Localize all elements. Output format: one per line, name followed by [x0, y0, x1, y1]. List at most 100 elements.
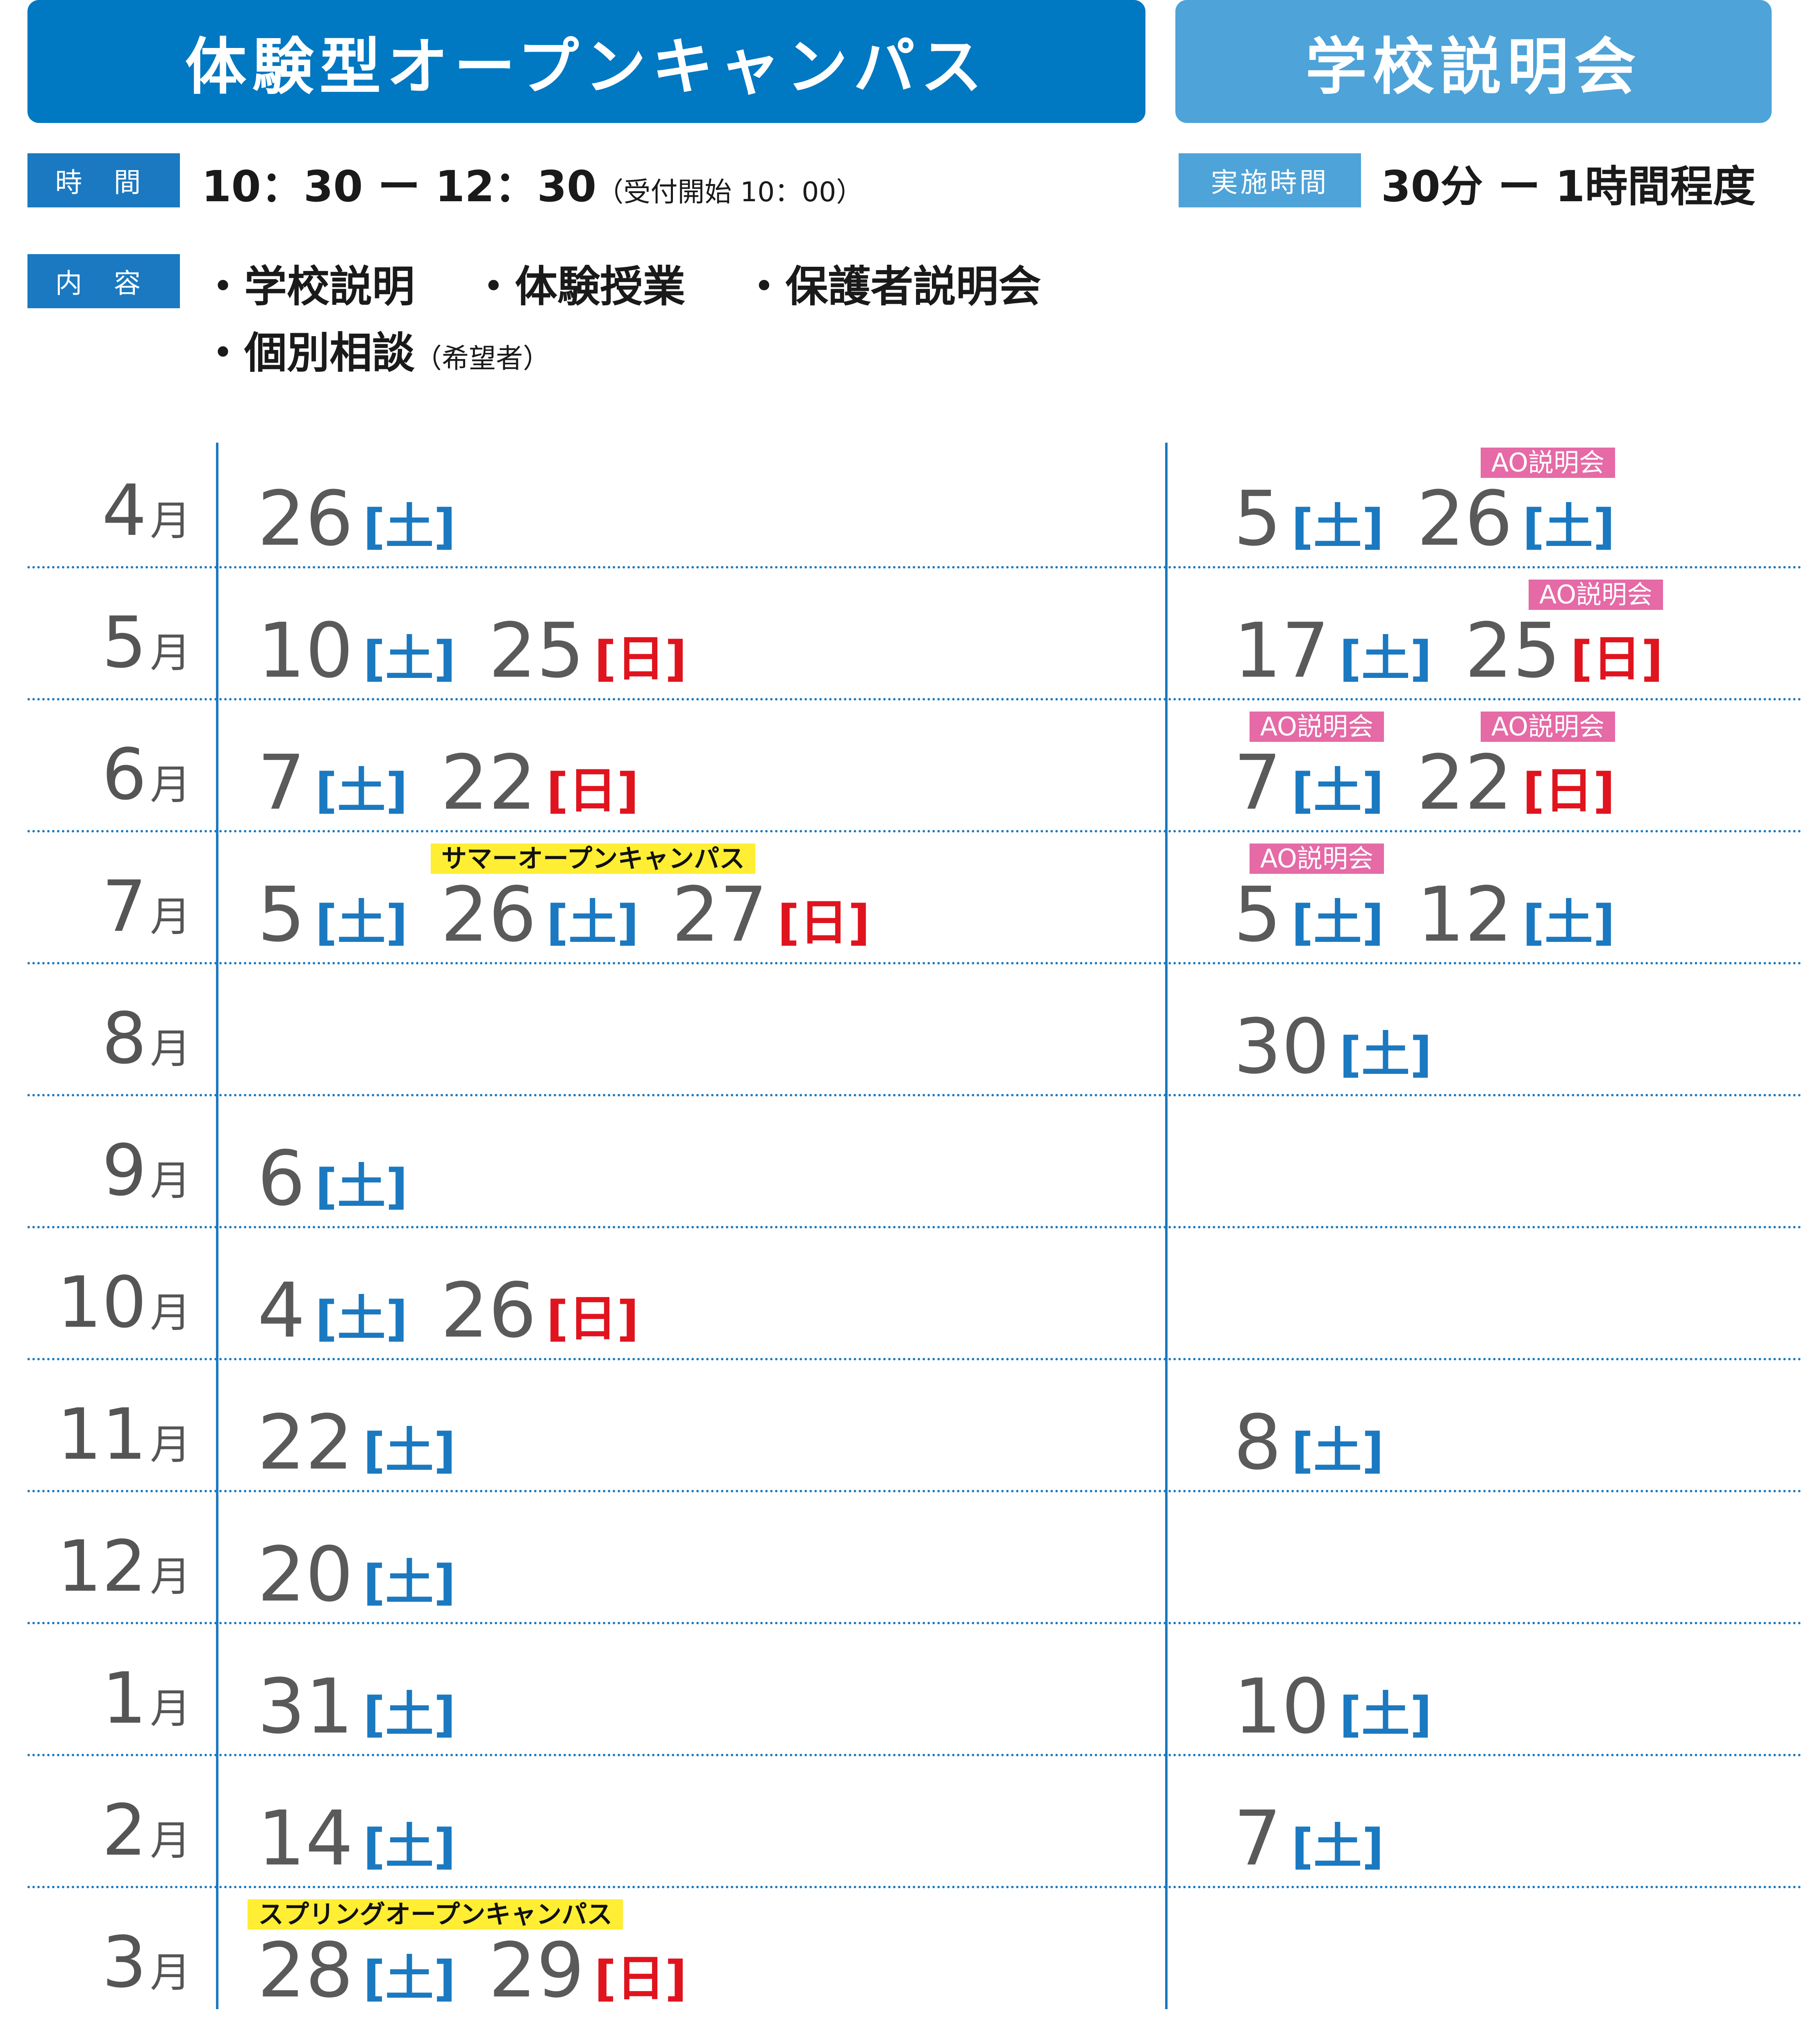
schedule-row: 1月 31 [土] 10 [土]: [0, 1623, 1820, 1755]
schedule-row: 4月 26 [土] 5 [土] 26 [土] AO説明会: [0, 435, 1820, 567]
event-date: 7 [土]: [257, 746, 408, 821]
time-label: 時 間: [27, 153, 180, 207]
event-day: 5: [1234, 871, 1282, 959]
month-unit: 月: [150, 893, 191, 941]
event-date: 29 [日]: [489, 1927, 687, 2015]
row-divider: [27, 1754, 1802, 1756]
event-weekday: [土]: [1291, 1818, 1384, 1875]
event-date: 26 [土] サマーオープンキャンパス: [430, 844, 756, 959]
event-weekday: [土]: [1522, 894, 1615, 951]
month-label: 6月: [102, 733, 191, 816]
event-weekday: [土]: [363, 1950, 456, 2007]
event-day: 22: [257, 1399, 354, 1487]
event-weekday: [土]: [1339, 1686, 1432, 1743]
event-day: 26: [440, 871, 537, 959]
event-day: 31: [257, 1663, 354, 1751]
event-day: 6: [257, 1135, 306, 1223]
event-date: 26 [日]: [441, 1273, 639, 1349]
month-number: 1: [102, 1657, 147, 1739]
event-weekday: [日]: [546, 1290, 639, 1347]
schedule-row: 9月 6 [土]: [0, 1095, 1820, 1227]
event-date: 27 [日]: [672, 878, 870, 953]
event-date: 14 [土]: [257, 1795, 456, 1883]
school-session-dates: 5 [土] 26 [土] AO説明会: [1234, 448, 1648, 557]
event-date: 26 [土] AO説明会: [1417, 448, 1615, 557]
event-date: 31 [土]: [257, 1663, 456, 1751]
event-day: 17: [1234, 607, 1330, 695]
month-unit: 月: [150, 761, 191, 809]
month-number: 7: [102, 865, 147, 948]
event-date: 5 [土]: [1234, 482, 1384, 557]
event-date: 8 [土]: [1234, 1399, 1384, 1487]
school-session-title: 学校説明会: [1305, 31, 1642, 103]
row-divider: [27, 1094, 1802, 1096]
open-campus-dates: 10 [土] 25 [日]: [257, 607, 720, 695]
event-weekday: [日]: [777, 894, 870, 951]
row-divider: [27, 698, 1802, 700]
event-weekday: [土]: [1339, 1026, 1432, 1083]
event-date: 22 [土]: [257, 1399, 456, 1487]
event-day: 10: [257, 607, 354, 695]
row-divider: [27, 962, 1802, 964]
content-label: 内 容: [27, 254, 180, 308]
month-label: 10月: [57, 1261, 191, 1344]
content-consult: ・個別相談: [202, 328, 415, 378]
school-session-dates: 10 [土]: [1234, 1663, 1465, 1751]
month-label: 8月: [102, 997, 191, 1080]
event-weekday: [土]: [363, 1686, 456, 1743]
event-date: 22 [日] AO説明会: [1417, 712, 1615, 821]
month-unit: 月: [150, 1817, 191, 1864]
event-day: 30: [1234, 1003, 1330, 1091]
event-weekday: [土]: [363, 498, 456, 555]
month-number: 3: [102, 1921, 147, 2003]
open-campus-dates: 28 [土] スプリングオープンキャンパス 29 [日]: [248, 1899, 720, 2015]
event-weekday: [土]: [1522, 498, 1615, 555]
event-day: 29: [489, 1927, 585, 2015]
open-campus-dates: 26 [土]: [257, 482, 489, 557]
month-label: 11月: [57, 1393, 191, 1476]
event-date: 6 [土]: [257, 1135, 408, 1223]
school-session-header: 学校説明会: [1175, 0, 1772, 123]
ao-session-tag: AO説明会: [1480, 712, 1615, 742]
content-line1: ・学校説明 ・体験授業 ・保護者説明会: [202, 261, 1041, 311]
event-day: 20: [257, 1531, 354, 1619]
ao-session-tag: AO説明会: [1480, 448, 1615, 478]
month-label: 7月: [102, 865, 191, 948]
month-number: 2: [102, 1789, 147, 1871]
month-number: 6: [102, 733, 147, 816]
month-label: 3月: [102, 1921, 191, 2003]
month-number: 9: [102, 1129, 147, 1212]
schedule-row: 7月 5 [土] 26 [土] サマーオープンキャンパス 27 [日] 5 [土] AO説明会 12[…: [0, 831, 1820, 963]
event-date: 30 [土]: [1234, 1003, 1432, 1091]
event-weekday: [土]: [363, 1422, 456, 1479]
event-day: 5: [257, 871, 306, 959]
open-campus-header: 体験型オープンキャンパス: [27, 0, 1145, 123]
event-day: 14: [257, 1795, 354, 1883]
school-session-dates: 7 [土]: [1234, 1801, 1417, 1877]
event-weekday: [日]: [546, 762, 639, 819]
school-session-dates: 7 [土] AO説明会 22 [日] AO説明会: [1234, 712, 1648, 827]
content-line2: ・個別相談（希望者）: [202, 318, 550, 380]
event-day: 10: [1234, 1663, 1330, 1751]
event-day: 8: [1234, 1399, 1282, 1487]
schedule-row: 11月 22 [土] 8 [土]: [0, 1359, 1820, 1491]
row-divider: [27, 1358, 1802, 1360]
schedule-row: 3月 28 [土] スプリングオープンキャンパス 29 [日]: [0, 1887, 1820, 2019]
open-campus-dates: 31 [土]: [257, 1663, 489, 1751]
event-date: 10 [土]: [257, 607, 456, 695]
month-number: 11: [57, 1393, 147, 1476]
month-number: 5: [102, 601, 147, 684]
event-date: 10 [土]: [1234, 1663, 1432, 1751]
schedule-row: 6月 7 [土] 22 [日] 7 [土] AO説明会 22 [日] AO説明会: [0, 699, 1820, 831]
special-open-campus-tag: サマーオープンキャンパス: [430, 844, 756, 874]
event-weekday: [日]: [1570, 630, 1663, 687]
special-open-campus-tag: スプリングオープンキャンパス: [248, 1899, 623, 1930]
event-day: 7: [1234, 739, 1282, 827]
month-label: 2月: [102, 1789, 191, 1871]
schedule-row: 5月 10 [土] 25 [日] 17 [土] 25 [日] AO説明会: [0, 567, 1820, 699]
event-weekday: [土]: [363, 1554, 456, 1611]
event-weekday: [土]: [546, 894, 639, 951]
event-date: 5 [土] AO説明会: [1234, 844, 1384, 959]
school-session-dates: 8 [土]: [1234, 1399, 1417, 1487]
month-label: 1月: [102, 1657, 191, 1739]
